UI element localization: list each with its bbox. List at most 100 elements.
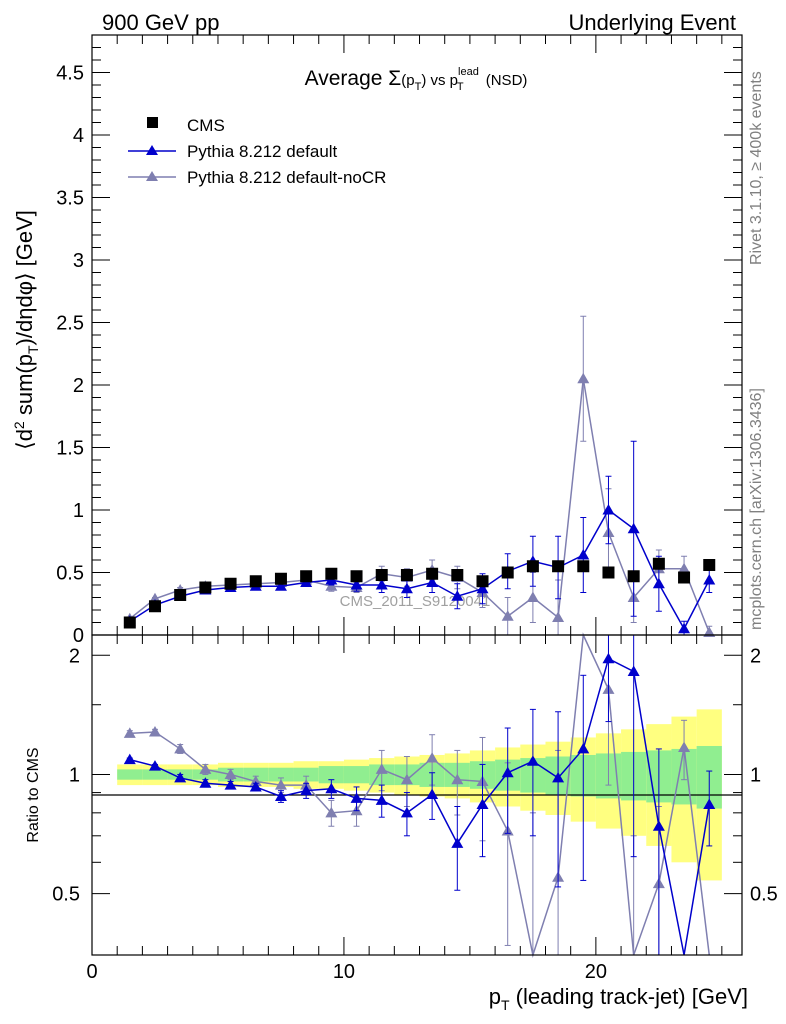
main-panel: CMS_2011_S9120041 0 0.5 1 1.5 2 2.5 3 3.5 4 4.5 <box>56 34 743 647</box>
legend-marker-nocr <box>146 171 158 181</box>
data-point <box>703 626 716 637</box>
ratio-data-point <box>199 777 212 788</box>
title-pre: Average <box>305 67 389 90</box>
ratio-data-point <box>476 798 489 809</box>
chart-title: Average Σ(pT) vs plead T (NSD) <box>305 66 528 93</box>
ratio-series-line <box>129 632 710 958</box>
ratio-series-pythia-default <box>123 635 716 956</box>
rivet-label: Rivet 3.1.10, ≥ 400k events <box>748 71 765 265</box>
xlabel-rest: (leading track-jet) [GeV] <box>510 984 748 1009</box>
ratio-data-point <box>274 779 287 790</box>
data-point <box>602 504 615 515</box>
ratio-y-tick-label-right: 0.5 <box>750 884 778 906</box>
y-tick-label: 2.5 <box>56 313 84 335</box>
x-tick-label: 0 <box>86 961 97 983</box>
ratio-data-point <box>400 773 413 785</box>
legend-label-nocr: Pythia 8.212 default-noCR <box>187 168 386 187</box>
watermark: CMS_2011_S9120041 <box>340 593 491 610</box>
legend-marker-cms <box>147 117 158 128</box>
ratio-series <box>123 632 716 958</box>
data-point <box>274 572 287 585</box>
series-cms <box>123 557 716 629</box>
ratio-data-point <box>501 766 514 778</box>
data-point <box>627 522 640 534</box>
ratio-data-point <box>678 741 691 752</box>
data-point <box>174 589 187 601</box>
data-point <box>602 566 615 579</box>
title-lead-sup: lead <box>458 66 479 78</box>
ratio-data-point <box>325 782 338 794</box>
data-point <box>274 580 287 591</box>
header-left: 900 GeV pp <box>102 10 219 35</box>
ratio-data-point <box>224 779 237 790</box>
ratio-data-point <box>602 652 615 664</box>
data-point <box>199 581 212 594</box>
ratio-data-point <box>123 753 136 765</box>
data-point <box>400 569 413 581</box>
data-point <box>350 570 363 583</box>
ylabel-two: 2 <box>11 421 27 429</box>
data-point <box>552 560 565 573</box>
header-right: Underlying Event <box>568 10 736 35</box>
ratio-band-inner <box>268 767 294 782</box>
title-t-sub: T <box>415 81 422 93</box>
data-point <box>577 560 590 573</box>
ratio-y-tick-label-right: 2 <box>750 645 761 667</box>
data-point <box>526 591 539 602</box>
data-point <box>652 577 665 589</box>
data-point <box>501 566 514 579</box>
y-tick-label: 4 <box>73 125 84 147</box>
x-tick-labels: 0 10 20 <box>86 961 607 983</box>
ratio-data-point <box>274 790 287 801</box>
title-vs: vs p <box>426 72 458 89</box>
data-point <box>224 577 237 590</box>
y-tick-label: 2 <box>73 375 84 397</box>
title-paren-close: ) <box>421 72 426 89</box>
ratio-data-point <box>426 788 439 799</box>
data-point <box>577 372 590 384</box>
data-point <box>703 574 716 585</box>
ratio-band-inner <box>318 766 344 784</box>
ratio-ylabel: Ratio to CMS <box>25 747 42 842</box>
ratio-axis-ticks: 0.5 0.5 1 1 2 2 <box>52 635 778 955</box>
y-tick-label: 3.5 <box>56 188 84 210</box>
ratio-y-tick-label-right: 1 <box>750 764 761 786</box>
title-t-sub2: T <box>457 81 464 93</box>
data-point <box>123 616 136 629</box>
data-point <box>325 567 338 580</box>
ratio-data-point <box>123 727 136 738</box>
ratio-data-point <box>400 806 413 818</box>
legend-label-cms: CMS <box>187 116 225 135</box>
ratio-band-inner <box>117 769 143 780</box>
title-paren-p: (p <box>401 72 414 89</box>
ratio-data-point <box>451 837 464 848</box>
ratio-data-point <box>350 792 363 803</box>
data-point <box>451 569 464 581</box>
data-point <box>476 575 489 588</box>
data-point <box>350 579 363 590</box>
legend-label-default: Pythia 8.212 default <box>187 142 338 161</box>
data-point <box>678 622 691 634</box>
ylabel-b: sum(p <box>12 354 37 421</box>
xlabel: pT (leading track-jet) [GeV] <box>489 984 748 1013</box>
ratio-data-point <box>375 763 388 774</box>
ratio-band-inner <box>293 767 319 782</box>
ratio-data-point <box>652 820 665 831</box>
ylabel-c: )/dηdφ⟩ [GeV] <box>12 210 37 345</box>
ratio-data-point <box>174 742 187 754</box>
title-nsd: (NSD) <box>482 72 528 89</box>
main-axis-ticks: 0 0.5 1 1.5 2 2.5 3 3.5 4 4.5 <box>56 34 742 647</box>
ratio-y-tick-label: 1 <box>69 764 80 786</box>
data-point <box>577 549 590 560</box>
xlabel-t: T <box>501 997 510 1013</box>
y-tick-label: 1 <box>73 500 84 522</box>
ratio-panel: 0.5 0.5 1 1 2 2 <box>52 632 778 958</box>
data-point <box>476 582 489 594</box>
ratio-y-tick-label: 0.5 <box>52 884 80 906</box>
data-point <box>375 569 388 581</box>
data-point <box>400 582 413 594</box>
ratio-data-point <box>148 726 161 737</box>
data-point <box>249 575 262 588</box>
data-point <box>148 600 161 613</box>
